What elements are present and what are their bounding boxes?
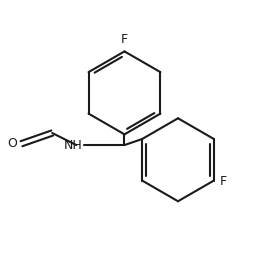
Text: O: O	[7, 137, 17, 150]
Text: F: F	[121, 33, 128, 45]
Text: NH: NH	[64, 139, 82, 151]
Text: F: F	[220, 175, 227, 188]
